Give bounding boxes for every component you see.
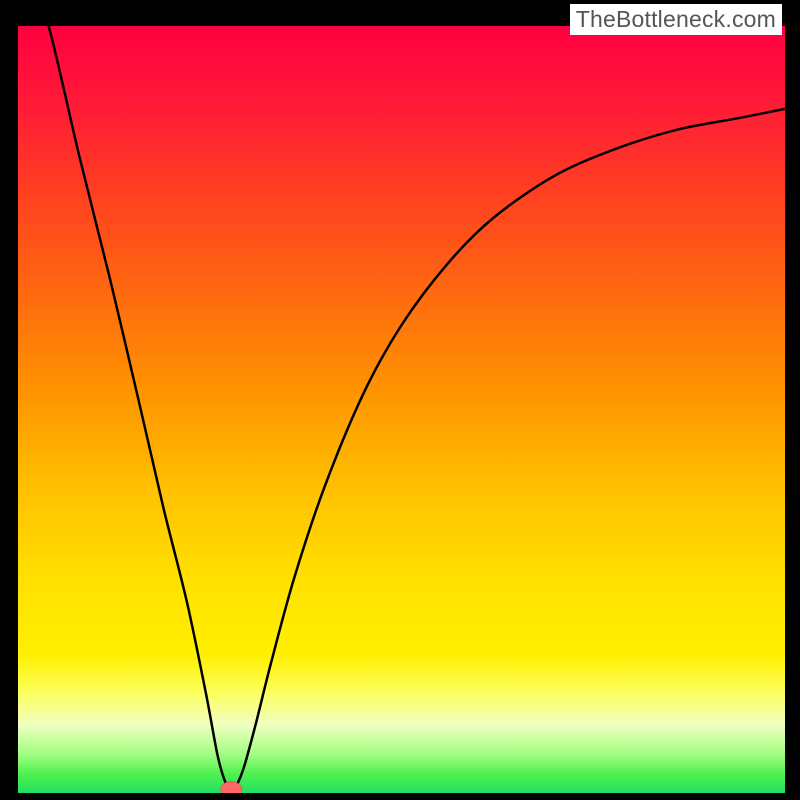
chart-frame: TheBottleneck.com	[0, 0, 800, 800]
gradient-background	[18, 26, 785, 793]
plot-area	[18, 26, 785, 782]
bottleneck-chart	[18, 26, 785, 793]
source-watermark: TheBottleneck.com	[570, 4, 782, 35]
